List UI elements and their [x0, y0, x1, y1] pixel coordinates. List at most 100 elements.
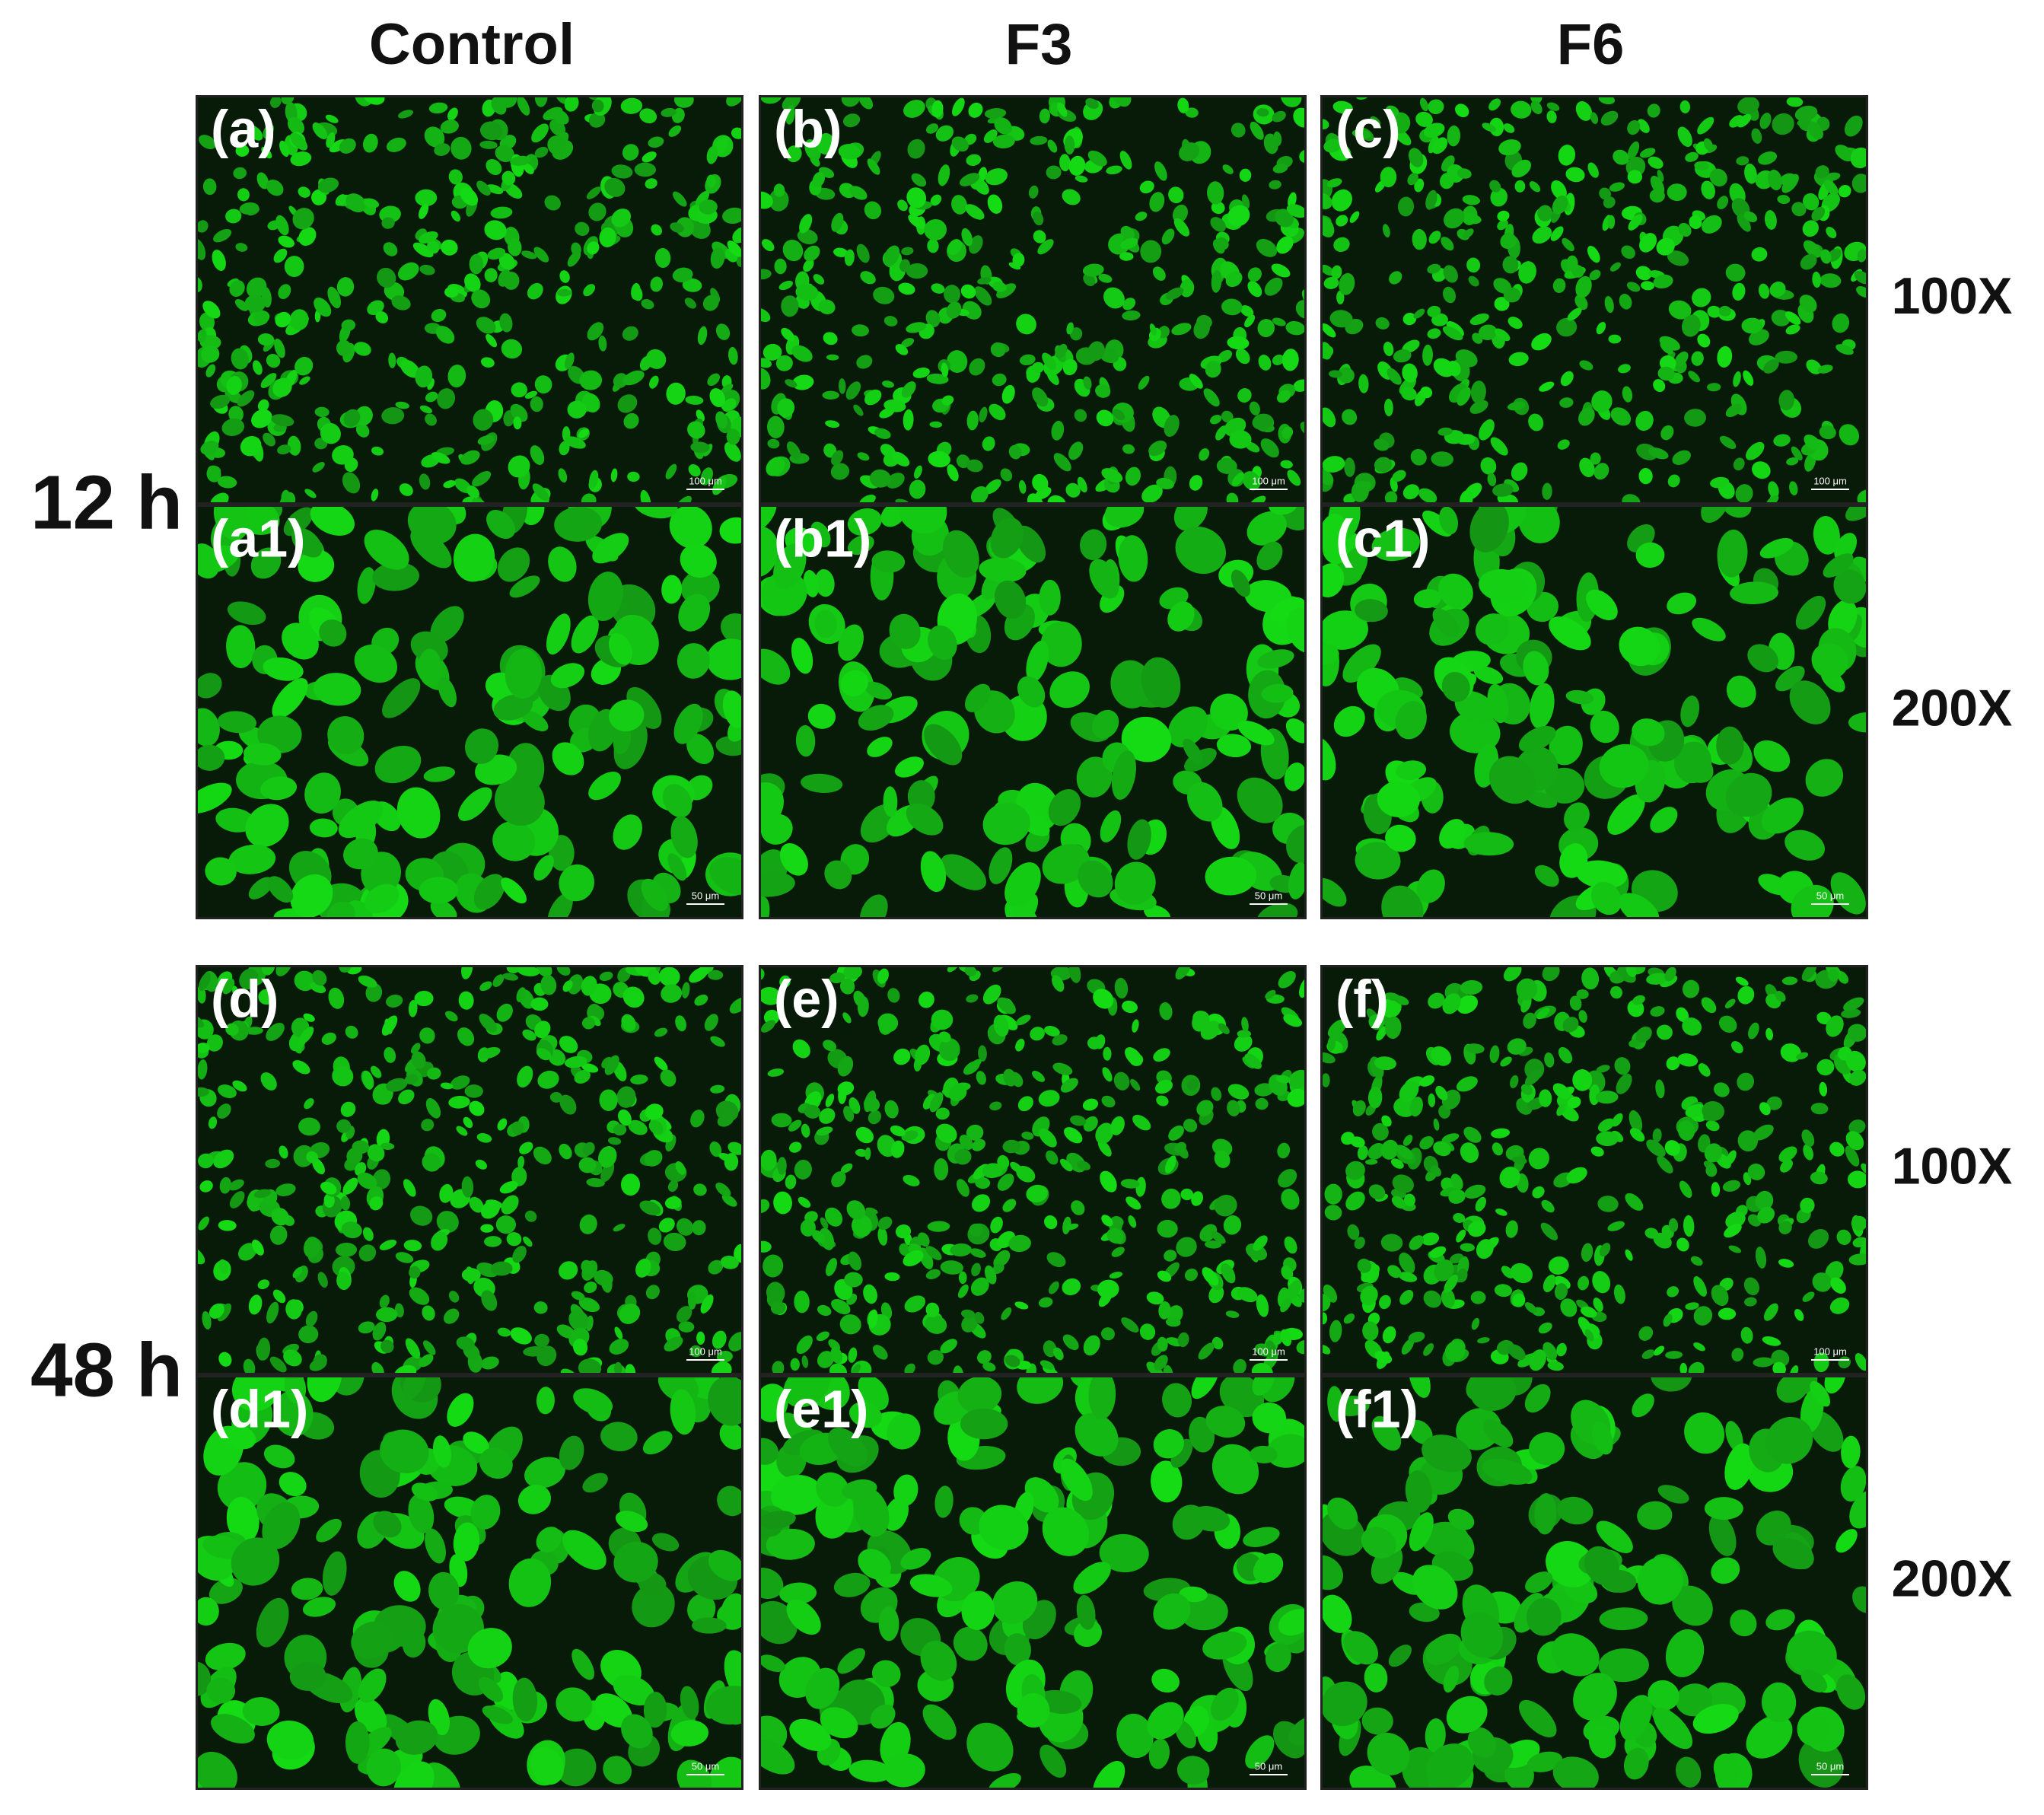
cell: [1725, 1421, 1743, 1452]
cell: [786, 1599, 821, 1635]
cell: [358, 1244, 377, 1262]
cell: [443, 1308, 460, 1324]
cell: [1559, 843, 1588, 878]
cell: [226, 625, 256, 668]
cell: [1242, 471, 1261, 491]
cell: [196, 238, 206, 260]
cell: [1141, 657, 1181, 708]
cell: [198, 1216, 210, 1231]
cell: [1082, 263, 1104, 277]
cell: [1320, 119, 1329, 130]
cell: [816, 1331, 829, 1342]
cell: [1004, 1355, 1020, 1368]
scale-bar-label: 100 μm: [689, 1345, 722, 1357]
cell: [976, 1071, 986, 1085]
cell: [235, 144, 250, 157]
cell: [632, 1583, 675, 1628]
cell: [1456, 1076, 1478, 1092]
cell: [760, 814, 793, 845]
cell: [1122, 310, 1141, 321]
panel-label: (b1): [774, 508, 871, 568]
cell: [987, 194, 1003, 214]
cell: [1494, 1284, 1512, 1298]
cell: [1759, 1102, 1771, 1116]
cell: [877, 1216, 893, 1230]
cell: [1265, 1643, 1291, 1673]
cell: [1813, 516, 1840, 555]
cell: [213, 1149, 234, 1169]
cell: [1674, 351, 1689, 367]
panel-background: [196, 95, 743, 505]
cell: [1463, 1126, 1482, 1143]
cell: [556, 1687, 593, 1722]
cell: [935, 1123, 957, 1143]
cell: [1725, 263, 1746, 282]
cell: [1753, 740, 1791, 772]
cell: [273, 1390, 314, 1437]
cell: [375, 310, 389, 323]
cell: [1728, 1245, 1742, 1253]
cell: [430, 606, 464, 643]
cell: [1653, 1708, 1693, 1750]
cell: [342, 472, 361, 494]
cell: [1100, 1327, 1115, 1341]
cell: [273, 248, 288, 263]
cell: [1744, 163, 1757, 184]
cell: [1589, 269, 1601, 281]
cell: [1320, 1594, 1352, 1633]
cell: [1120, 225, 1135, 240]
cell: [1680, 695, 1700, 728]
cell: [1566, 255, 1578, 272]
cell: [1789, 1365, 1799, 1375]
cell: [1725, 772, 1772, 817]
cell: [205, 1642, 246, 1671]
cell: [1412, 228, 1427, 250]
cell: [304, 1098, 314, 1110]
cell: [1841, 1008, 1861, 1018]
cell: [1753, 1357, 1774, 1368]
cell: [1457, 387, 1471, 406]
cell: [1811, 206, 1826, 221]
cell: [1590, 710, 1619, 744]
cell: [1191, 1191, 1204, 1206]
cell: [564, 95, 579, 112]
cell: [1380, 167, 1397, 188]
cell: [1104, 505, 1145, 528]
cell: [410, 1205, 433, 1226]
cell: [816, 1472, 850, 1507]
cell: [398, 1089, 415, 1105]
cell: [381, 407, 405, 425]
scale-bar-label: 50 μm: [1255, 890, 1282, 901]
cell: [197, 329, 207, 342]
cell: [994, 580, 1027, 619]
cell: [396, 787, 441, 839]
cell: [1470, 1291, 1486, 1304]
cell: [1358, 374, 1369, 393]
cell: [1777, 195, 1791, 205]
cell: [938, 1031, 951, 1043]
cell: [979, 1505, 1029, 1551]
cell: [213, 228, 232, 243]
cell: [1596, 1065, 1610, 1073]
cell: [451, 210, 461, 222]
cell: [1374, 438, 1390, 451]
cell: [1372, 1122, 1389, 1141]
cell: [1015, 1014, 1031, 1026]
cell: [415, 365, 433, 388]
cell: [1333, 705, 1365, 737]
cell: [199, 135, 216, 150]
cell: [959, 1135, 973, 1150]
cell: [1218, 1023, 1230, 1034]
cell: [476, 1132, 492, 1143]
cell: [588, 202, 607, 221]
cell: [719, 517, 743, 544]
cell: [1030, 135, 1048, 145]
cell: [1057, 102, 1068, 117]
cell: [1612, 1113, 1623, 1127]
cell: [684, 298, 696, 309]
cell: [1500, 1056, 1512, 1067]
cell: [1052, 1034, 1068, 1046]
cell: [456, 1336, 475, 1351]
cell: [1791, 202, 1807, 217]
cell: [622, 986, 645, 1008]
